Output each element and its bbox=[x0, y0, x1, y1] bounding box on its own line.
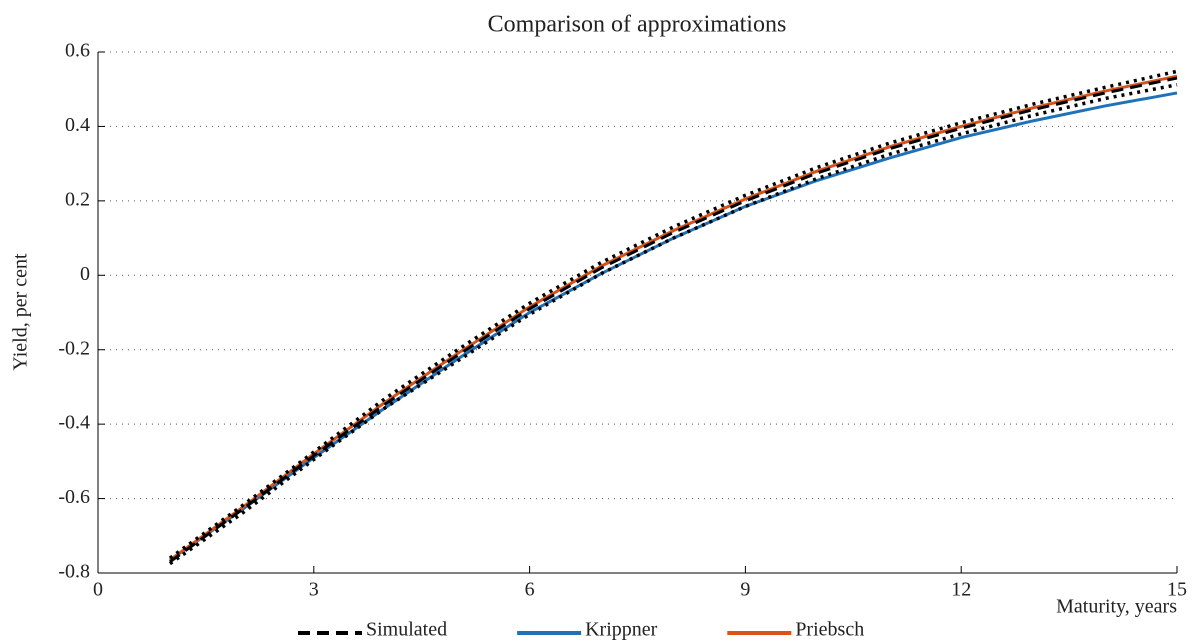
y-tick-label: -0.8 bbox=[58, 561, 90, 583]
line-series bbox=[168, 83, 1178, 566]
x-tick-label: 0 bbox=[93, 579, 103, 601]
y-tick-label: 0.4 bbox=[65, 114, 90, 136]
y-tick-label: -0.6 bbox=[58, 486, 90, 508]
x-tick-label: 12 bbox=[951, 579, 971, 601]
legend-label: Simulated bbox=[366, 619, 447, 641]
x-tick-label: 6 bbox=[525, 579, 535, 601]
y-tick-label: -0.2 bbox=[58, 337, 90, 359]
y-tick-label: 0.6 bbox=[65, 40, 90, 62]
x-tick-label: 3 bbox=[309, 579, 319, 601]
chart-title: Comparison of approximations bbox=[488, 12, 787, 38]
x-tick-label: 9 bbox=[740, 579, 750, 601]
legend-label: Krippner bbox=[585, 619, 658, 641]
y-tick-label: -0.4 bbox=[58, 412, 90, 434]
y-axis-label: Yield, per cent bbox=[10, 253, 32, 371]
line-series bbox=[169, 91, 1178, 562]
line-series bbox=[169, 76, 1178, 564]
line-series bbox=[169, 74, 1178, 562]
line-series bbox=[168, 69, 1178, 560]
x-axis-label: Maturity, years bbox=[1056, 596, 1177, 618]
legend-label: Priebsch bbox=[795, 619, 864, 641]
y-tick-label: 0.2 bbox=[65, 188, 90, 210]
x-tick-label: 15 bbox=[1167, 579, 1187, 601]
y-tick-label: 0 bbox=[80, 263, 90, 285]
